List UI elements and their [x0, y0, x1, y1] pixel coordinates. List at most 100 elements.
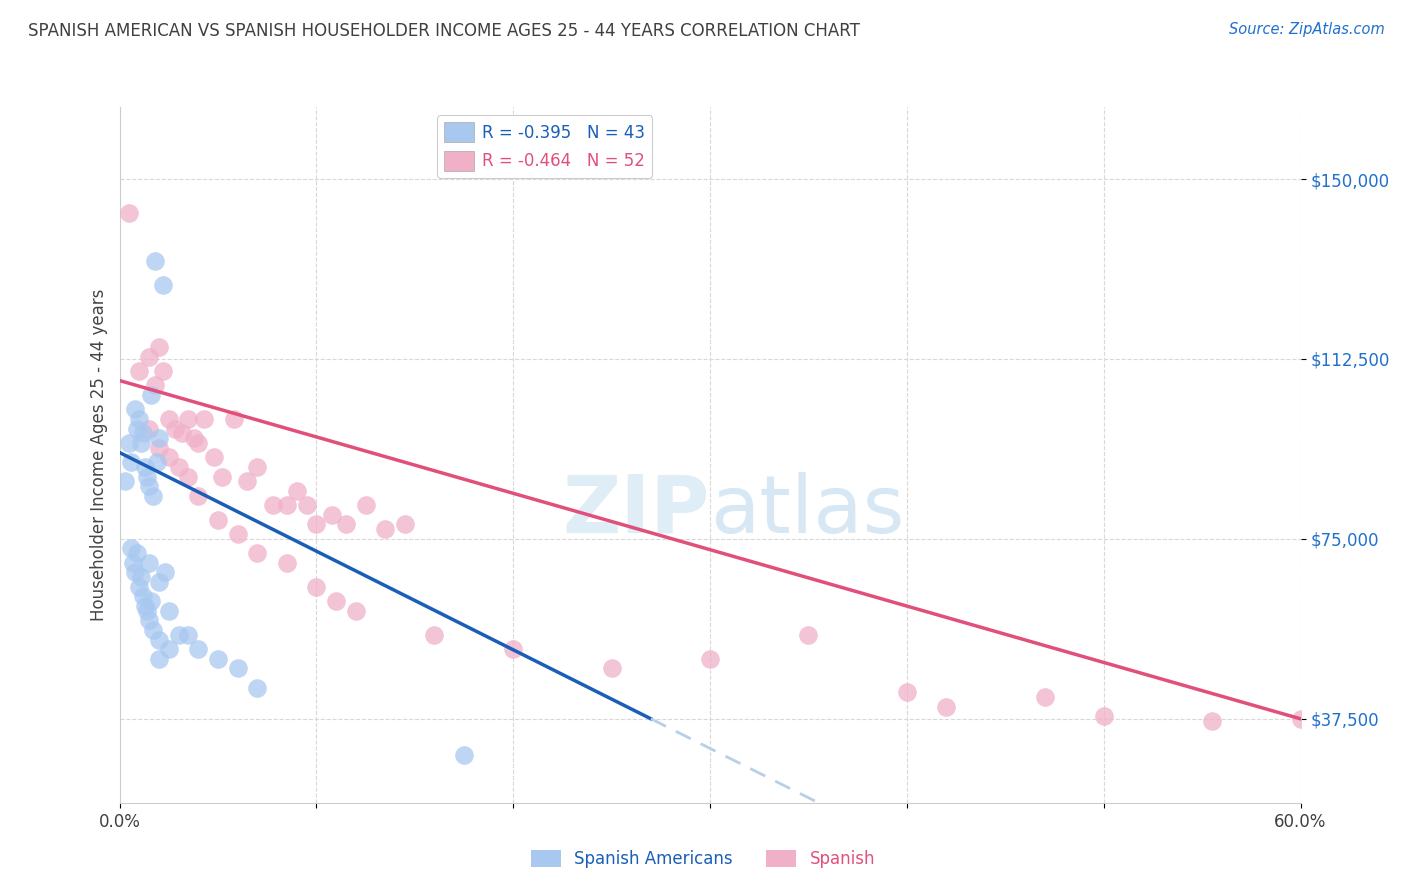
Point — [453, 747, 475, 762]
Point — [128, 364, 150, 378]
Point — [153, 566, 176, 580]
Point — [157, 642, 180, 657]
Point — [207, 513, 229, 527]
Point — [246, 681, 269, 695]
Point — [132, 590, 155, 604]
Point — [136, 469, 159, 483]
Point — [138, 556, 160, 570]
Point — [134, 599, 156, 613]
Point — [502, 642, 524, 657]
Point — [142, 623, 165, 637]
Point — [394, 517, 416, 532]
Point — [226, 661, 249, 675]
Point — [139, 388, 162, 402]
Point — [285, 483, 308, 498]
Point — [127, 546, 149, 560]
Point — [120, 455, 142, 469]
Point — [146, 455, 169, 469]
Point — [124, 566, 146, 580]
Point — [128, 580, 150, 594]
Point — [143, 253, 166, 268]
Point — [183, 431, 205, 445]
Point — [128, 412, 150, 426]
Point — [600, 661, 623, 675]
Legend: R = -0.395   N = 43, R = -0.464   N = 52: R = -0.395 N = 43, R = -0.464 N = 52 — [437, 115, 652, 178]
Text: atlas: atlas — [710, 472, 904, 549]
Point — [167, 628, 190, 642]
Point — [132, 426, 155, 441]
Point — [142, 489, 165, 503]
Point — [896, 685, 918, 699]
Point — [177, 412, 200, 426]
Point — [374, 522, 396, 536]
Point — [321, 508, 343, 522]
Point — [187, 436, 209, 450]
Point — [148, 431, 170, 445]
Point — [305, 517, 328, 532]
Point — [152, 364, 174, 378]
Point — [138, 421, 160, 435]
Point — [1201, 714, 1223, 729]
Point — [423, 628, 446, 642]
Point — [797, 628, 820, 642]
Point — [129, 436, 152, 450]
Point — [335, 517, 357, 532]
Point — [187, 489, 209, 503]
Point — [138, 614, 160, 628]
Point — [1092, 709, 1115, 723]
Point — [143, 378, 166, 392]
Point — [138, 479, 160, 493]
Point — [699, 652, 721, 666]
Point — [167, 459, 190, 474]
Point — [1289, 712, 1312, 726]
Point — [325, 594, 347, 608]
Point — [148, 632, 170, 647]
Point — [148, 340, 170, 354]
Y-axis label: Householder Income Ages 25 - 44 years: Householder Income Ages 25 - 44 years — [90, 289, 108, 621]
Point — [177, 469, 200, 483]
Point — [129, 570, 152, 584]
Legend: Spanish Americans, Spanish: Spanish Americans, Spanish — [524, 843, 882, 875]
Point — [127, 421, 149, 435]
Point — [139, 594, 162, 608]
Point — [354, 498, 377, 512]
Point — [163, 421, 186, 435]
Point — [152, 277, 174, 292]
Point — [120, 541, 142, 556]
Point — [305, 580, 328, 594]
Text: ZIP: ZIP — [562, 472, 710, 549]
Point — [177, 628, 200, 642]
Point — [157, 450, 180, 465]
Point — [124, 402, 146, 417]
Point — [118, 205, 141, 219]
Point — [344, 604, 367, 618]
Point — [118, 436, 141, 450]
Point — [148, 652, 170, 666]
Point — [157, 412, 180, 426]
Point — [207, 652, 229, 666]
Point — [236, 475, 259, 489]
Point — [1033, 690, 1056, 705]
Point — [157, 604, 180, 618]
Point — [148, 441, 170, 455]
Point — [193, 412, 215, 426]
Point — [211, 469, 233, 483]
Point — [122, 556, 145, 570]
Point — [202, 450, 225, 465]
Point — [136, 604, 159, 618]
Point — [138, 350, 160, 364]
Point — [222, 412, 245, 426]
Point — [262, 498, 284, 512]
Point — [246, 459, 269, 474]
Point — [246, 546, 269, 560]
Point — [134, 459, 156, 474]
Text: SPANISH AMERICAN VS SPANISH HOUSEHOLDER INCOME AGES 25 - 44 YEARS CORRELATION CH: SPANISH AMERICAN VS SPANISH HOUSEHOLDER … — [28, 22, 860, 40]
Point — [114, 475, 136, 489]
Point — [172, 426, 194, 441]
Point — [148, 575, 170, 590]
Point — [187, 642, 209, 657]
Point — [226, 527, 249, 541]
Point — [276, 556, 298, 570]
Point — [295, 498, 318, 512]
Point — [935, 699, 957, 714]
